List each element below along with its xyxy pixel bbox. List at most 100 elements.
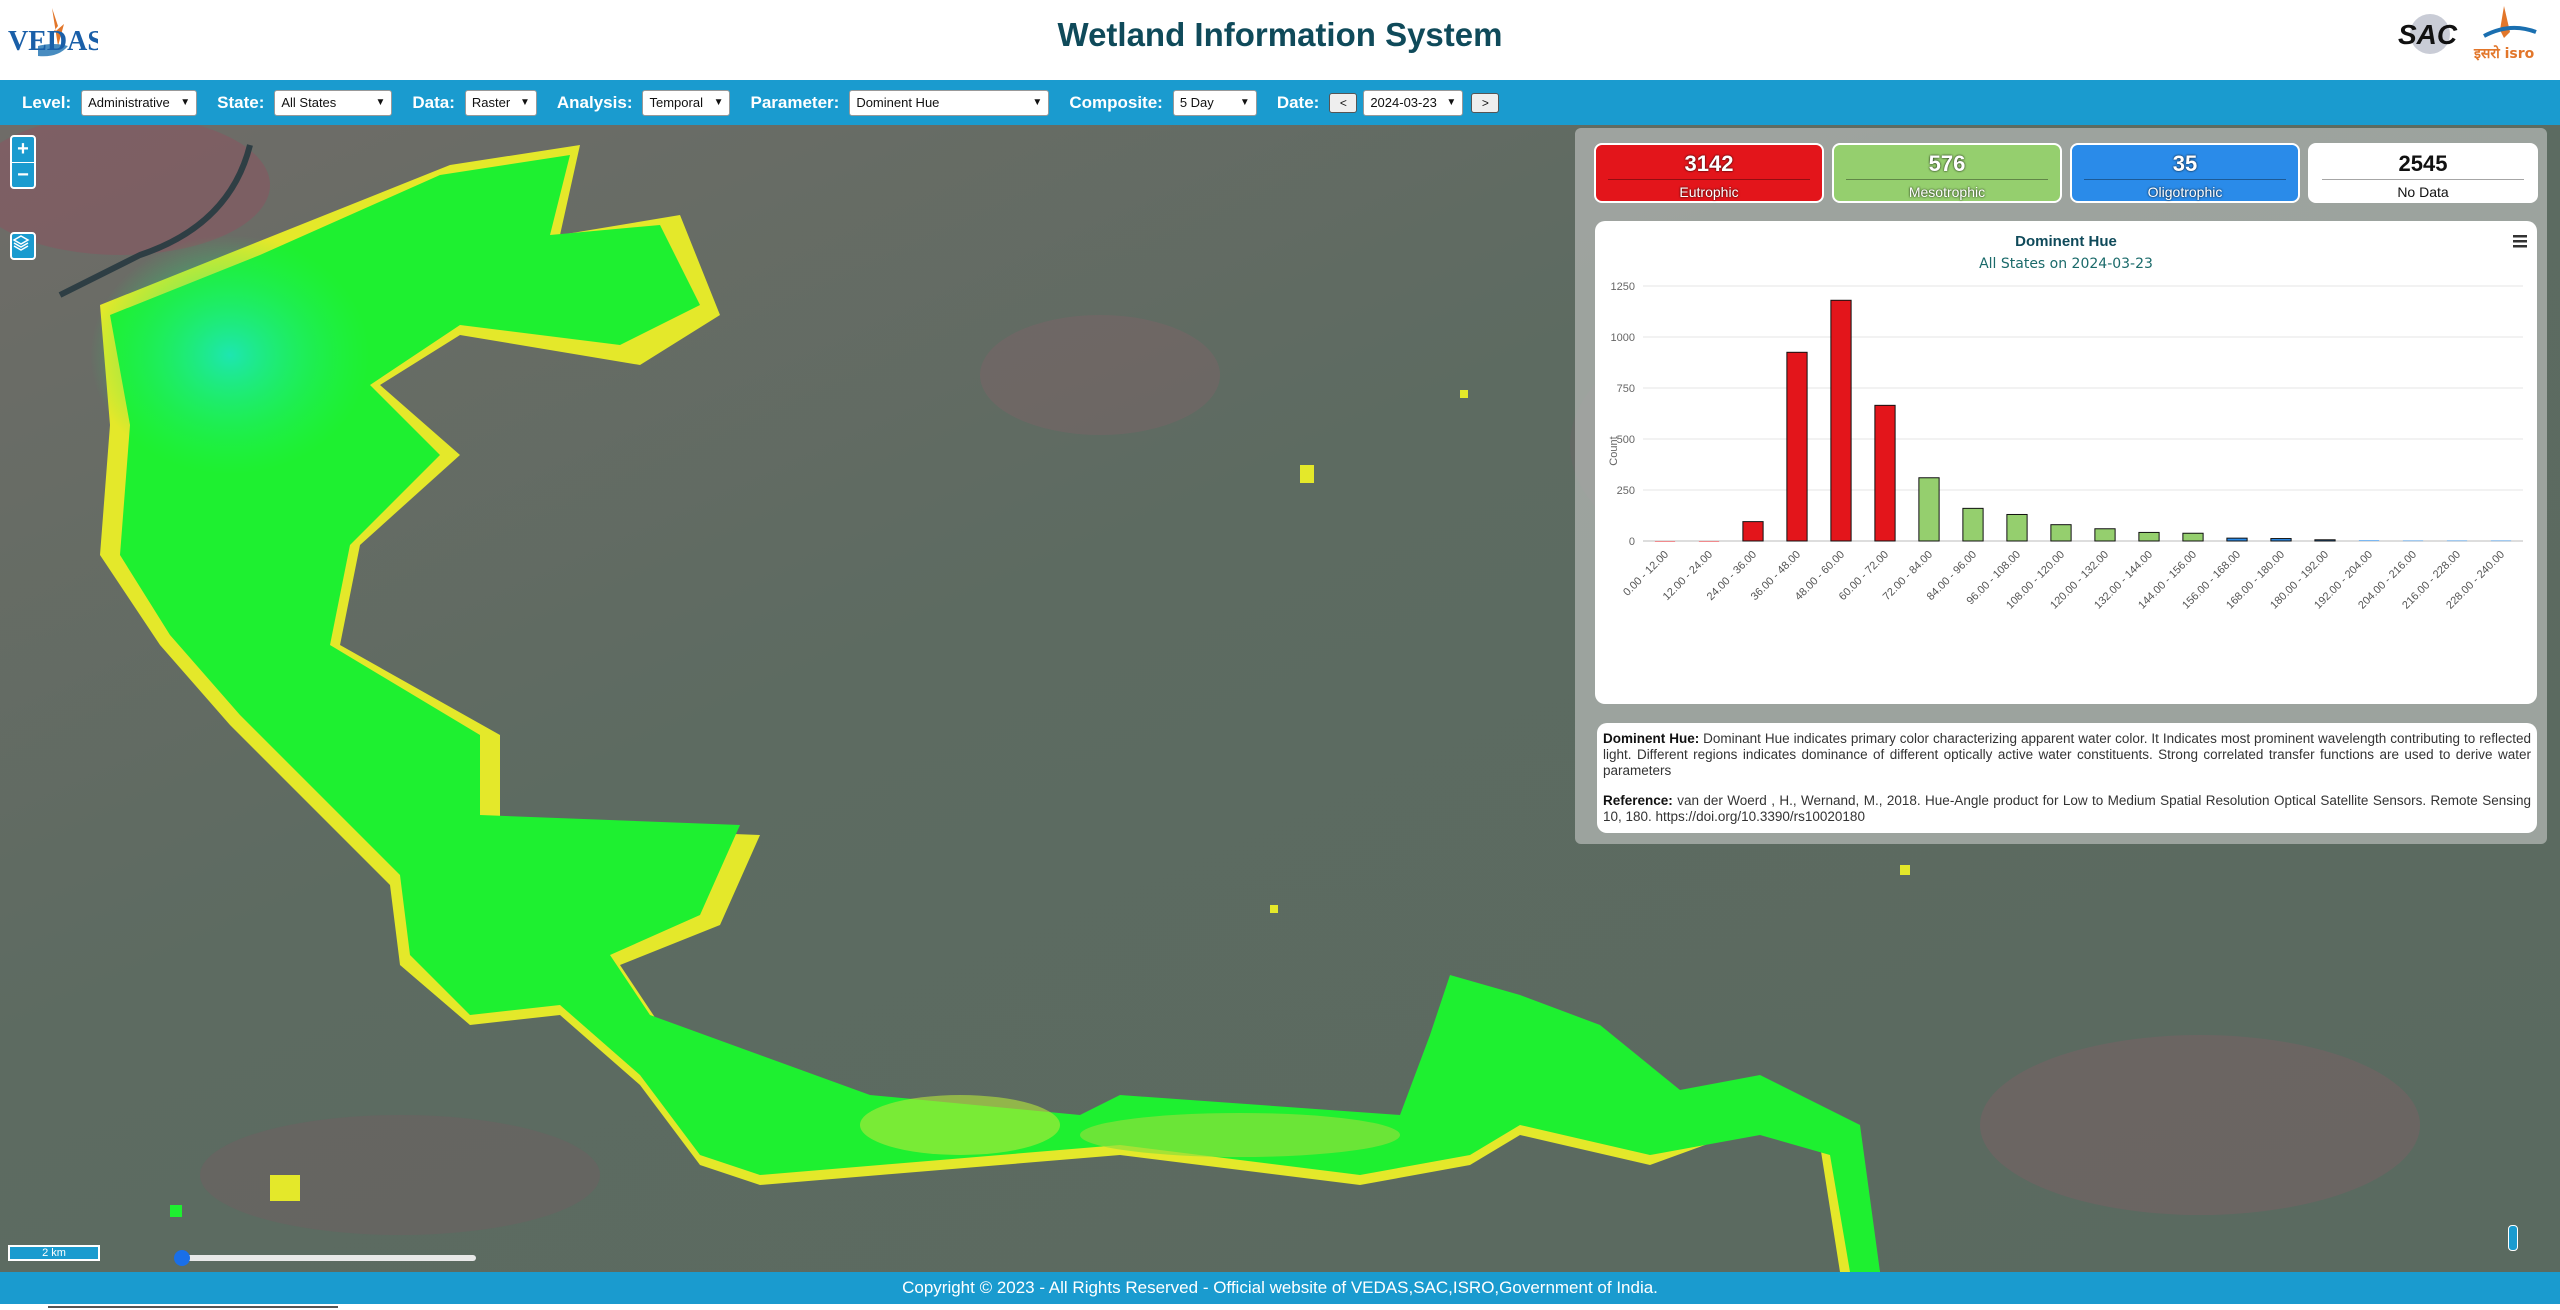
scale-bar: 2 km <box>8 1245 100 1261</box>
oligotrophic-label: Oligotrophic <box>2147 184 2223 200</box>
mesotrophic-count: 576 <box>1846 151 2048 180</box>
eutrophic-card[interactable]: 3142 Eutrophic <box>1594 143 1824 203</box>
analysis-value: Temporal <box>649 95 703 110</box>
data-label: Data: <box>412 92 455 112</box>
no-data-card[interactable]: 2545 No Data <box>2308 143 2538 203</box>
isro-logo-text: इसरो isro <box>2473 45 2535 62</box>
reference-paragraph: Reference: van der Woerd , H., Wernand, … <box>1603 793 2531 825</box>
histogram-bar[interactable] <box>2138 531 2160 542</box>
time-slider-handle[interactable] <box>174 1250 190 1266</box>
oligotrophic-card[interactable]: 35 Oligotrophic <box>2070 143 2300 203</box>
parameter-description: Dominent Hue: Dominant Hue indicates pri… <box>1597 723 2537 833</box>
sac-logo[interactable]: SAC <box>2396 10 2470 58</box>
description-term: Dominent Hue: <box>1603 731 1700 746</box>
chart-subtitle: All States on 2024-03-23 <box>1979 256 2153 272</box>
histogram-bar[interactable] <box>2402 540 2424 542</box>
eutrophic-count: 3142 <box>1608 151 1810 180</box>
chevron-down-icon: ▼ <box>713 97 724 108</box>
panel-resize-handle[interactable] <box>2508 1225 2518 1251</box>
footer: Copyright © 2023 - All Rights Reserved -… <box>0 1272 2560 1304</box>
chevron-down-icon: ▼ <box>519 97 530 108</box>
layers-button[interactable] <box>10 232 36 260</box>
date-label: Date: <box>1276 92 1320 112</box>
no-data-label: No Data <box>2397 184 2449 200</box>
state-label: State: <box>217 92 265 112</box>
level-label: Level: <box>22 92 72 112</box>
description-text: Dominant Hue indicates primary color cha… <box>1603 731 2531 778</box>
date-value: 2024-03-23 <box>1370 95 1437 110</box>
chevron-down-icon: ▼ <box>180 97 191 108</box>
zoom-in-button[interactable]: + <box>17 138 29 160</box>
reference-label: Reference: <box>1603 793 1673 808</box>
vedas-logo-text: VEDAS <box>8 26 98 57</box>
state-select[interactable]: All States ▼ <box>274 89 393 116</box>
hamburger-menu-icon[interactable] <box>2513 235 2527 248</box>
zoom-out-button[interactable]: − <box>12 162 34 187</box>
histogram-bar[interactable] <box>1698 541 1720 542</box>
data-select[interactable]: Raster ▼ <box>464 89 537 116</box>
state-value: All States <box>281 95 337 110</box>
histogram-bar[interactable] <box>1962 507 1984 542</box>
page-title: Wetland Information System <box>1057 16 1503 53</box>
analysis-select[interactable]: Temporal ▼ <box>642 89 731 116</box>
histogram-bar[interactable] <box>1786 351 1808 542</box>
histogram-chart: Dominent Hue All States on 2024-03-23 Co… <box>1595 221 2537 704</box>
level-value: Administrative <box>88 95 170 110</box>
histogram-svg: Dominent Hue All States on 2024-03-23 Co… <box>1608 233 2527 612</box>
mesotrophic-card[interactable]: 576 Mesotrophic <box>1832 143 2062 203</box>
composite-select[interactable]: 5 Day ▼ <box>1172 89 1257 116</box>
vedas-logo[interactable]: VEDAS <box>8 6 98 70</box>
time-slider[interactable] <box>174 1250 476 1266</box>
chart-title: Dominent Hue <box>2015 233 2117 250</box>
reference-text: van der Woerd , H., Wernand, M., 2018. H… <box>1603 793 2531 824</box>
histogram-bar[interactable] <box>2358 540 2380 541</box>
description-paragraph: Dominent Hue: Dominant Hue indicates pri… <box>1603 731 2531 779</box>
parameter-label: Parameter: <box>750 92 840 112</box>
zoom-control: + − <box>10 135 36 189</box>
prev-date-button[interactable]: < <box>1329 92 1358 113</box>
y-tick-label: 500 <box>1617 434 1635 446</box>
data-value: Raster <box>471 95 511 110</box>
next-date-button[interactable]: > <box>1471 92 1500 113</box>
histogram-bar[interactable] <box>1874 404 1896 542</box>
toolbar: Level: Administrative ▼ State: All States… <box>0 80 2560 125</box>
parameter-select[interactable]: Dominent Hue ▼ <box>849 89 1050 116</box>
composite-label: Composite: <box>1069 92 1163 112</box>
histogram-bar[interactable] <box>2446 540 2468 542</box>
isro-logo[interactable]: इसरो isro <box>2470 2 2550 64</box>
composite-value: 5 Day <box>1179 95 1214 110</box>
histogram-bar[interactable] <box>2226 537 2248 542</box>
y-tick-label: 750 <box>1617 383 1635 395</box>
level-select[interactable]: Administrative ▼ <box>81 89 198 116</box>
analysis-label: Analysis: <box>556 92 633 112</box>
chevron-down-icon: ▼ <box>1446 97 1457 108</box>
no-data-count: 2545 <box>2322 151 2524 180</box>
eutrophic-label: Eutrophic <box>1679 184 1739 200</box>
y-tick-label: 1000 <box>1611 332 1635 344</box>
histogram-bar[interactable] <box>2490 540 2512 542</box>
histogram-bar[interactable] <box>2006 513 2028 542</box>
parameter-value: Dominent Hue <box>856 95 940 110</box>
y-tick-label: 0 <box>1629 536 1635 548</box>
chevron-down-icon: ▼ <box>375 97 386 108</box>
date-select[interactable]: 2024-03-23 ▼ <box>1363 89 1464 116</box>
sac-logo-text: SAC <box>2398 19 2458 50</box>
histogram-bar[interactable] <box>2314 539 2336 542</box>
histogram-bar[interactable] <box>1742 521 1764 542</box>
chevron-down-icon: ▼ <box>1239 97 1250 108</box>
oligotrophic-count: 35 <box>2084 151 2286 180</box>
histogram-bar[interactable] <box>2270 538 2292 542</box>
histogram-bar[interactable] <box>2182 532 2204 542</box>
histogram-bar[interactable] <box>1654 541 1676 542</box>
header: VEDAS Wetland Information System SAC इसर… <box>0 0 2560 80</box>
y-tick-label: 250 <box>1617 485 1635 497</box>
mesotrophic-label: Mesotrophic <box>1908 184 1986 200</box>
chevron-down-icon: ▼ <box>1032 97 1043 108</box>
layers-icon <box>12 235 30 251</box>
footer-divider <box>48 1306 338 1308</box>
y-axis-label: Count <box>1608 436 1620 465</box>
histogram-bar[interactable] <box>2094 528 2116 542</box>
histogram-bar[interactable] <box>2050 524 2072 542</box>
histogram-bar[interactable] <box>1830 299 1852 542</box>
histogram-bar[interactable] <box>1918 477 1940 542</box>
